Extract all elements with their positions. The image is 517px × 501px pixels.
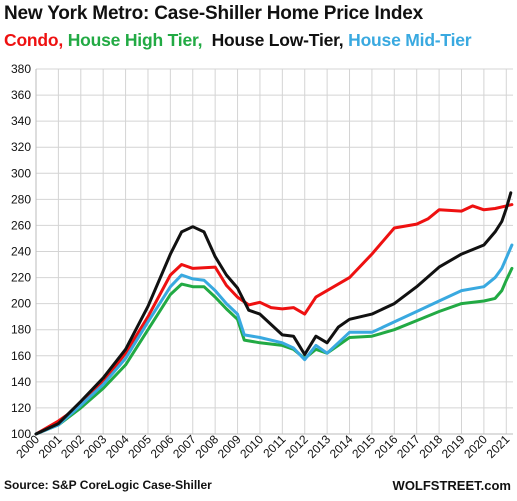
y-tick-label: 140: [11, 375, 31, 389]
x-tick-label: 2001: [36, 432, 65, 461]
series-line-house-low-tier: [34, 191, 513, 436]
y-tick-label: 100: [11, 427, 31, 441]
series-lines: [34, 191, 514, 436]
x-tick-label: 2009: [215, 432, 244, 461]
x-tick-label: 2021: [484, 432, 513, 461]
legend: Condo, House High Tier, House Low-Tier, …: [4, 30, 472, 51]
gridlines: [35, 68, 513, 435]
x-tick-label: 2017: [394, 432, 423, 461]
series-line-condo: [34, 203, 514, 436]
series-line-house-mid-tier: [34, 243, 514, 436]
x-tick-label: 2015: [349, 432, 378, 461]
x-tick-label: 2006: [148, 432, 177, 461]
y-tick-label: 280: [11, 192, 31, 206]
x-tick-label: 2011: [260, 432, 288, 460]
y-tick-label: 180: [11, 323, 31, 337]
x-tick-label: 2002: [58, 432, 87, 461]
x-tick-label: 2007: [170, 432, 199, 461]
x-tick-label: 2008: [192, 432, 221, 461]
y-tick-label: 360: [11, 88, 31, 102]
y-tick-label: 300: [11, 166, 31, 180]
y-tick-label: 200: [11, 297, 31, 311]
x-tick-label: 2010: [237, 432, 266, 461]
y-tick-label: 220: [11, 271, 31, 285]
x-tick-label: 2019: [439, 432, 468, 461]
y-tick-label: 260: [11, 218, 31, 232]
x-tick-label: 2004: [103, 432, 132, 461]
legend-item-house-high-tier: House High Tier,: [63, 30, 203, 50]
source-note: Source: S&P CoreLogic Case-Shiller: [4, 478, 212, 492]
y-tick-label: 380: [11, 62, 31, 76]
x-tick-label: 2005: [125, 432, 154, 461]
legend-item-house-low-tier: House Low-Tier,: [202, 30, 344, 50]
y-tick-label: 240: [11, 245, 31, 259]
x-tick-label: 2014: [327, 432, 356, 461]
y-tick-label: 340: [11, 114, 31, 128]
x-tick-label: 2013: [304, 432, 333, 461]
y-tick-label: 160: [11, 349, 31, 363]
x-tick-label: 2020: [461, 432, 490, 461]
brand-label: WOLFSTREET.com: [392, 478, 511, 493]
y-tick-label: 120: [11, 401, 31, 415]
x-tick-label: 2018: [416, 432, 445, 461]
legend-item-condo: Condo,: [4, 30, 64, 50]
y-tick-label: 320: [11, 140, 31, 154]
x-tick-label: 2016: [372, 432, 401, 461]
x-tick-label: 2003: [81, 432, 110, 461]
legend-item-house-mid-tier: House Mid-Tier: [343, 30, 472, 50]
x-tick-label: 2012: [282, 432, 311, 461]
chart-title: New York Metro: Case-Shiller Home Price …: [4, 3, 423, 24]
series-line-house-high-tier: [34, 266, 514, 436]
